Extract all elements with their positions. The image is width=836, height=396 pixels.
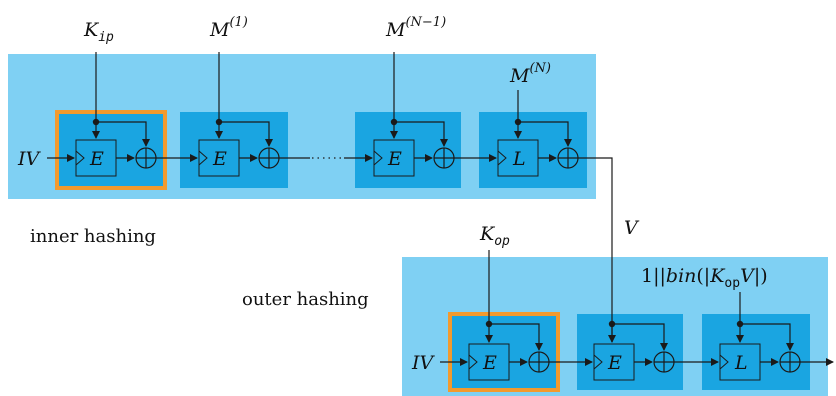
iv-label-inner: IV (17, 148, 42, 170)
outer-e-block-1 (468, 343, 510, 381)
outer-l-block (719, 343, 761, 381)
outer-last-input-label: 1||bin(|KopV|) (641, 265, 768, 291)
mn-label: M(N) (509, 61, 551, 87)
v-label: V (624, 217, 640, 239)
inner-e-label-2: E (212, 148, 227, 170)
inner-e-block-3 (373, 139, 415, 177)
inner-e-block-1 (75, 139, 117, 177)
v-wire (578, 157, 613, 342)
inner-l-label: L (512, 148, 526, 170)
m1-label: M(1) (209, 15, 248, 41)
outer-cell-1-highlight (448, 312, 560, 392)
mn1-label: M(N−1) (385, 15, 446, 41)
k-ip-label: Kip (83, 19, 114, 45)
outer-hashing-caption: outer hashing (242, 289, 369, 310)
iv-label-outer: IV (411, 352, 436, 374)
outer-e-label-1: E (482, 352, 497, 374)
inner-e-label-3: E (387, 148, 402, 170)
inner-e-label-1: E (89, 148, 104, 170)
outer-l-label: L (734, 352, 748, 374)
k-op-label: Kop (479, 223, 510, 249)
outer-e-label-2: E (607, 352, 622, 374)
inner-hashing-caption: inner hashing (30, 226, 156, 247)
inner-cell-1-highlight (55, 110, 167, 190)
